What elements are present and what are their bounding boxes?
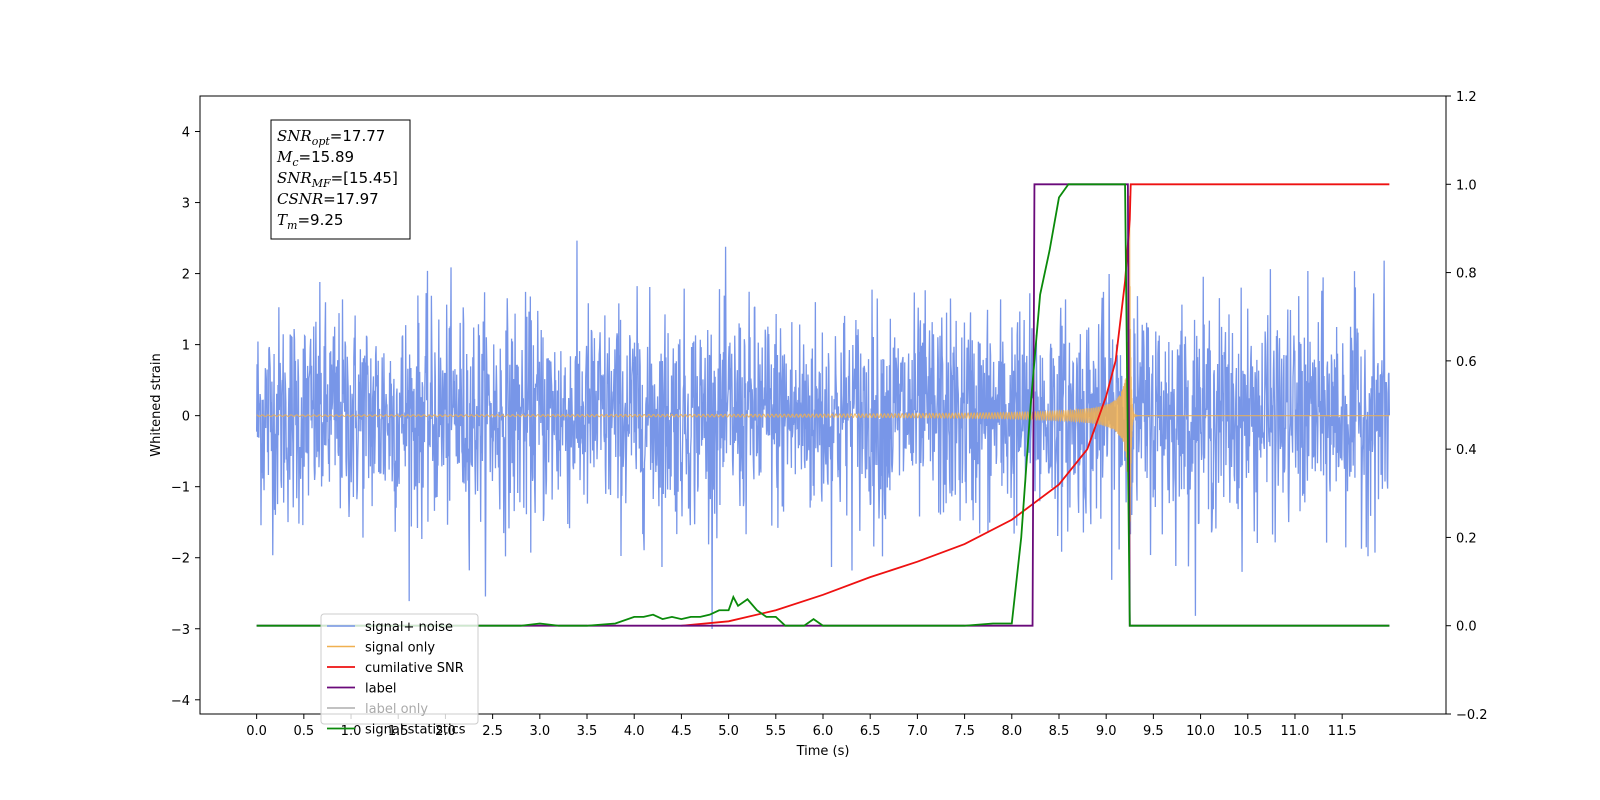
x-axis-label: Time (s) [796,744,850,759]
annotation-line: SNRMF=[15.45] [277,169,398,190]
x-tick-label: 6.5 [860,724,881,739]
x-tick-label: 10.5 [1233,724,1262,739]
series-line-signal-only [256,195,1390,574]
x-tick-label: 9.0 [1096,724,1117,739]
y2-tick-label: 0.6 [1456,355,1477,370]
annotation-frame [270,119,411,240]
annotation-subscript: opt [312,135,331,148]
annotation-symbol: SNR [277,127,312,145]
y2-tick-label: 0.4 [1456,443,1477,458]
annotation-value: =[15.45] [331,169,398,187]
x-tick-label: 11.5 [1328,724,1357,739]
series-line-signal-noise [255,240,1391,630]
legend-label: signal+ noise [365,620,453,635]
x-tick-label: 2.5 [482,724,503,739]
annotation-subscript: c [292,156,298,169]
series-layer [255,183,1391,630]
x-tick-label: 2.0 [435,724,456,739]
annotation-line: SNRopt=17.77 [277,127,385,148]
y2-tick-label: 0.0 [1456,620,1477,635]
x-tick-label: 5.0 [718,724,739,739]
y-tick-label: 0 [182,410,190,425]
legend: signal+ noise signal only cumilative SNR la… [320,613,479,738]
y-tick-label: 2 [182,268,190,283]
y-tick-label: 4 [182,126,190,141]
x-tick-label: 0.0 [246,724,267,739]
y-tick-label: −2 [171,552,190,567]
x-tick-label: 7.0 [907,724,928,739]
x-tick-label: 8.0 [1001,724,1022,739]
x-tick-label: 8.5 [1049,724,1070,739]
annotation-value: =9.25 [297,211,343,229]
x-tick-label: 6.0 [813,724,834,739]
x-tick-label: 3.5 [577,724,598,739]
y2-tick-label: −0.2 [1456,708,1488,723]
y-tick-label: 3 [182,197,190,212]
legend-label: cumilative SNR [365,661,464,676]
annotation-line: CSNR=17.97 [277,190,379,208]
x-tick-label: 4.0 [624,724,645,739]
annotation-line: Tm=9.25 [277,211,343,232]
x-tick-label: 0.5 [293,724,314,739]
x-tick-label: 1.0 [341,724,362,739]
legend-frame [320,613,479,725]
annotation-symbol: CSNR [277,190,323,208]
x-tick-label: 9.5 [1143,724,1164,739]
y2-tick-label: 0.2 [1456,531,1477,546]
y-axis-label: Whitened strain [149,353,164,456]
series-line-signal-statistics [256,183,1390,627]
x-tick-label: 7.5 [954,724,975,739]
x-tick-label: 5.5 [765,724,786,739]
annotation-value: =17.77 [330,127,386,145]
x-tick-label: 11.0 [1280,724,1309,739]
y-tick-label: −1 [171,481,190,496]
y2-tick-label: 1.2 [1456,90,1477,105]
legend-label: signal statistics [365,723,466,738]
x-tick-label: 3.0 [529,724,550,739]
annotation-symbol: T [277,211,288,229]
annotation-value: =15.89 [299,148,355,166]
legend-label: label only [365,702,428,717]
annotation-subscript: m [287,219,297,232]
y-tick-label: −3 [171,623,190,638]
ticks-layer: 0.0 0.5 1.0 1.5 2.0 2.5 3.0 3.5 4.0 4.5 5.0 5.5 6.0 6… [171,90,1488,739]
y2-tick-label: 1.0 [1456,178,1477,193]
legend-label: label [365,682,396,697]
legend-label: signal only [365,641,435,656]
annotation-box: SNRopt=17.77Mc=15.89SNRMF=[15.45]CSNR=17… [270,119,411,240]
annotation-value: =17.97 [323,190,379,208]
x-tick-label: 10.0 [1186,724,1215,739]
annotation-symbol: M [276,148,293,166]
x-tick-label: 4.5 [671,724,692,739]
x-tick-label: 1.5 [388,724,409,739]
y-tick-label: 1 [182,339,190,354]
annotation-line: Mc=15.89 [276,148,354,169]
annotation-subscript: MF [311,177,331,190]
y2-tick-label: 0.8 [1456,267,1477,282]
annotation-symbol: SNR [277,169,312,187]
y-tick-label: −4 [171,694,190,709]
